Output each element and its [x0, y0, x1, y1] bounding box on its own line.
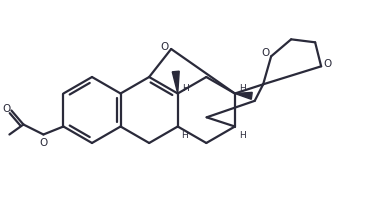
Text: O: O [160, 42, 168, 52]
Text: H: H [239, 84, 246, 93]
Text: O: O [323, 59, 331, 69]
Text: O: O [261, 48, 269, 58]
Text: O: O [2, 104, 11, 114]
Polygon shape [172, 71, 179, 94]
Text: H: H [182, 84, 189, 93]
Text: H: H [181, 131, 187, 140]
Polygon shape [235, 92, 252, 99]
Text: O: O [39, 138, 48, 147]
Text: H: H [239, 131, 246, 140]
